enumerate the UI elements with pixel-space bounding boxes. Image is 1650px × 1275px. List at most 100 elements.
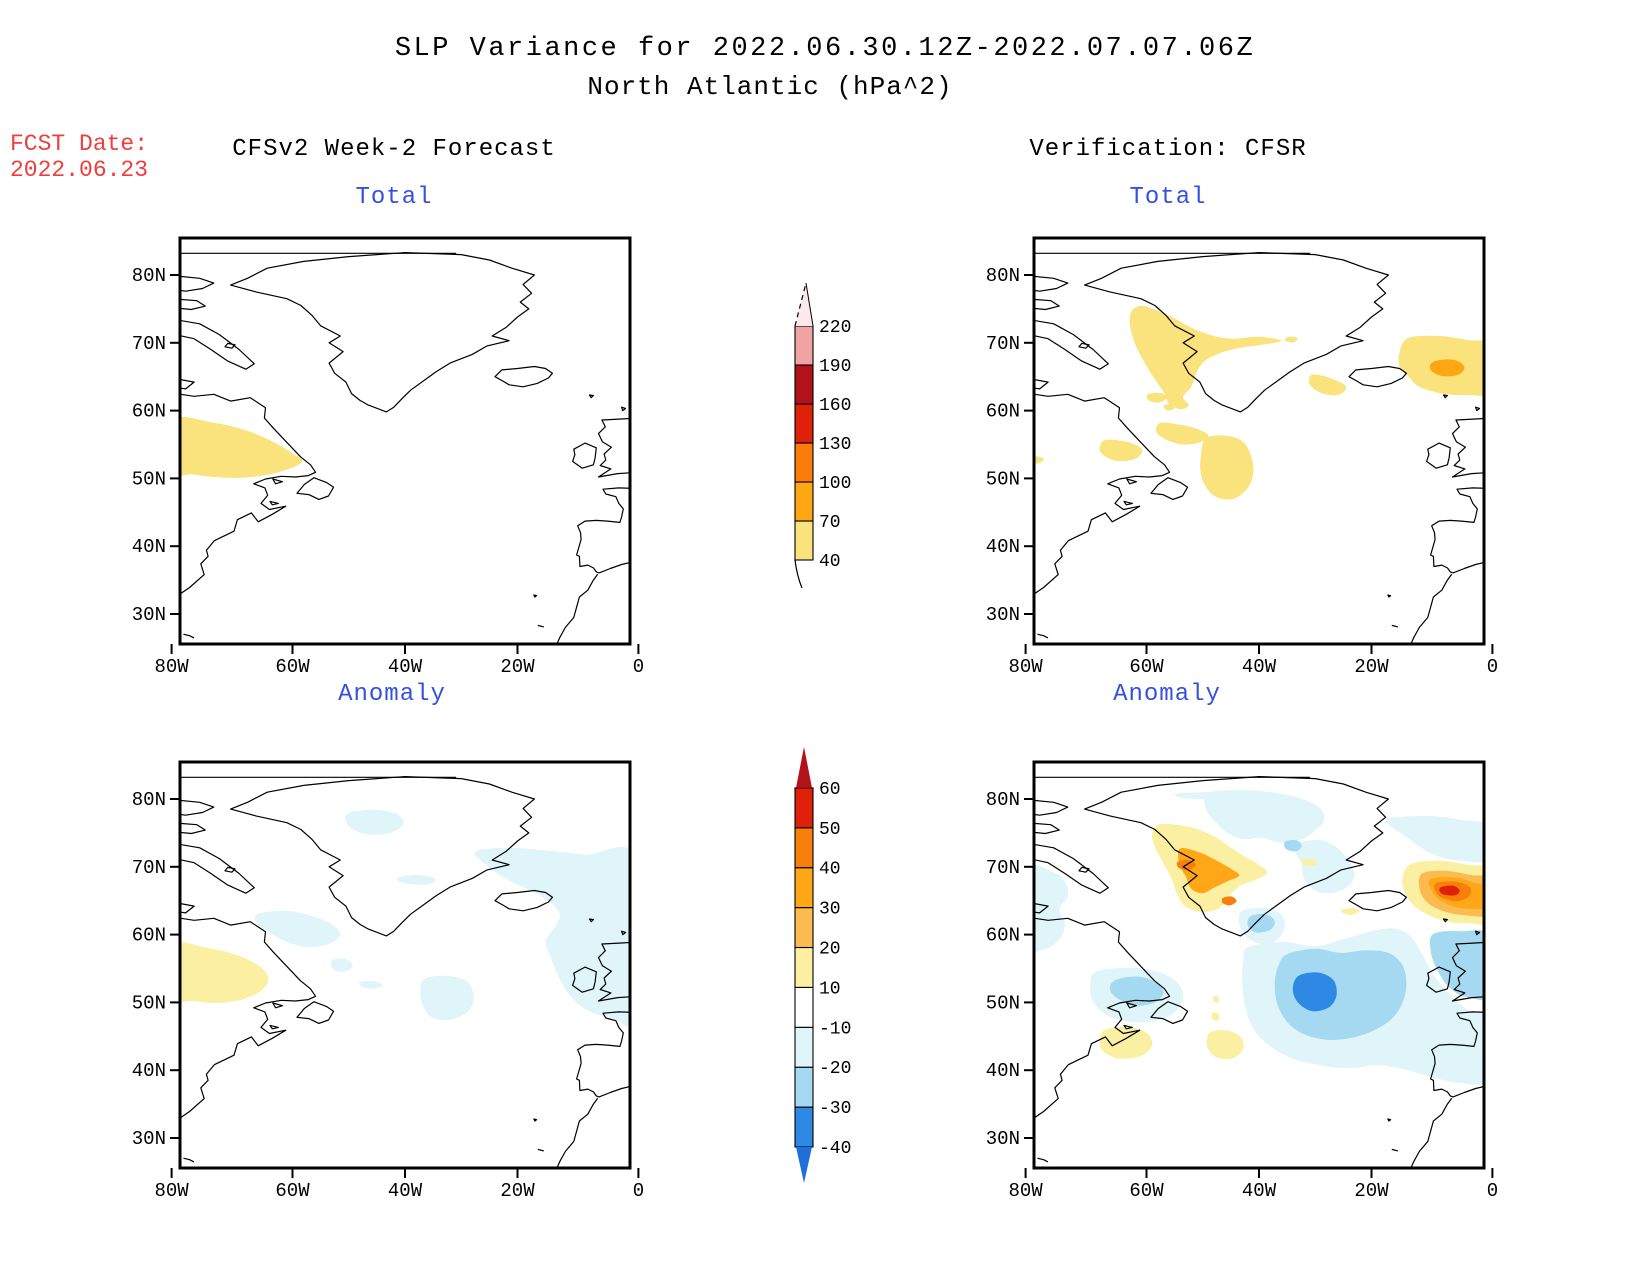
colorbar-box: [794, 827, 814, 869]
map-panel-cfsr-total: 80N 70N 60N 50N 40N 30N 80W 60W 40W 20W 0: [986, 236, 1498, 678]
contour-region-level-10: [1099, 1026, 1153, 1059]
colorbar-cap-dashed-edge: [794, 282, 807, 327]
lat-tick-label: 70N: [986, 857, 1020, 879]
contour-region-level-10: [1301, 858, 1318, 866]
lat-tick-label: 80N: [986, 789, 1020, 811]
contour-region-level-10: [1212, 995, 1220, 1004]
contour-region-level-40: [1099, 439, 1143, 462]
contour-region-level--10: [1174, 792, 1223, 800]
contour-region-level--10: [1385, 815, 1484, 863]
colorbar-under-tail: [794, 559, 803, 589]
colorbar-label: 190: [819, 357, 851, 377]
contour-region-level--10: [345, 809, 404, 835]
contour-region-level--10: [1034, 864, 1069, 953]
lat-tick-label: 30N: [132, 604, 166, 626]
colorbar-label: 30: [819, 900, 841, 920]
lon-tick-label: 0: [1487, 656, 1498, 678]
colorbar-anomaly: -40 -30 -20 -10 10 20 30 40 50 60: [794, 746, 851, 1183]
colorbar-label: 130: [819, 435, 851, 455]
lon-tick-label: 20W: [500, 1180, 535, 1202]
column-title-verification: Verification: CFSR: [1029, 136, 1307, 163]
colorbar-label: -20: [819, 1059, 851, 1079]
contour-region-level--10: [1204, 790, 1325, 843]
colorbar-down-arrow: [796, 1147, 812, 1183]
lon-tick-label: 40W: [1242, 1180, 1277, 1202]
column-title-forecast: CFSv2 Week-2 Forecast: [232, 136, 556, 163]
colorbar-label: -10: [819, 1019, 851, 1039]
lat-tick-label: 50N: [986, 468, 1020, 490]
colorbar-box: [794, 520, 814, 561]
lat-tick-label: 50N: [132, 468, 166, 490]
lon-tick-label: 60W: [275, 656, 310, 678]
contour-region-level--30: [1292, 972, 1337, 1012]
lon-tick-label: 20W: [500, 656, 535, 678]
lat-tick-label: 80N: [132, 789, 166, 811]
fcst-date-block: FCST Date: 2022.06.23: [10, 131, 148, 183]
contour-region-level--20: [1283, 840, 1302, 852]
contour-region-level-10: [180, 942, 269, 1004]
colorbar-label: 60: [819, 780, 841, 800]
lat-tick-label: 80N: [132, 265, 166, 287]
lat-tick-label: 70N: [986, 333, 1020, 355]
lat-tick-label: 50N: [132, 992, 166, 1014]
panel-title-fcst-anomaly: Anomaly: [338, 681, 446, 708]
contour-region-level--20: [1274, 948, 1407, 1040]
contour-fill-layer: [180, 416, 303, 478]
contour-region-level-40: [1221, 896, 1237, 906]
map-panel-fcst-total: 80N 70N 60N 50N 40N 30N 80W 60W 40W 20W 0: [132, 236, 644, 678]
lat-tick-label: 70N: [132, 333, 166, 355]
contour-region-level--20: [1429, 930, 1484, 1001]
colorbar-label: -30: [819, 1099, 851, 1119]
lat-tick-label: 40N: [132, 1060, 166, 1082]
coastline: [180, 252, 630, 644]
contour-region-level--10: [254, 910, 341, 947]
lon-tick-label: 40W: [388, 656, 423, 678]
lat-tick-label: 80N: [986, 265, 1020, 287]
contour-region-level-10: [1211, 1012, 1220, 1021]
map-frame: [1032, 236, 1486, 646]
lat-tick-label: 60N: [986, 401, 1020, 423]
contour-region-level-40: [1129, 305, 1282, 410]
fcst-date-label: FCST Date:: [10, 131, 149, 157]
lon-tick-label: 0: [633, 656, 644, 678]
colorbar-label: 40: [819, 552, 841, 572]
contour-region-level-40: [1284, 336, 1298, 343]
contour-region-level--10: [420, 975, 474, 1021]
panel-title-fcst-total: Total: [355, 184, 433, 211]
lat-tick-label: 70N: [132, 857, 166, 879]
lat-tick-label: 30N: [132, 1128, 166, 1150]
lon-tick-label: 40W: [1242, 656, 1277, 678]
contour-region-level--10: [397, 874, 437, 885]
coastline: [180, 776, 630, 1168]
colorbar-label: 40: [819, 860, 841, 880]
colorbar-box: [794, 1106, 814, 1148]
coastline: [1034, 252, 1484, 644]
lat-tick-label: 60N: [132, 401, 166, 423]
colorbar-total: 40 70 100 130 160 190 220: [794, 282, 851, 589]
contour-fill-layer: [180, 809, 630, 1028]
panel-title-cfsr-anomaly: Anomaly: [1113, 681, 1221, 708]
contour-region-level-40: [1200, 435, 1254, 500]
contour-region-level--10: [1295, 840, 1355, 894]
contour-region-level--10: [330, 958, 353, 972]
colorbar-label: 160: [819, 396, 851, 416]
colorbar-box: [794, 867, 814, 909]
colorbar-label: 100: [819, 474, 851, 494]
colorbar-box: [794, 325, 814, 366]
colorbar-box: [794, 442, 814, 483]
lat-tick-label: 60N: [132, 925, 166, 947]
contour-region-level-40: [1146, 392, 1167, 403]
contour-fill-layer: [1034, 790, 1484, 1086]
contour-region-level-70: [1429, 359, 1465, 377]
lat-tick-label: 40N: [132, 536, 166, 558]
colorbar-box: [794, 907, 814, 949]
lon-tick-label: 20W: [1354, 1180, 1389, 1202]
contour-region-level-40: [1034, 455, 1044, 464]
lon-tick-label: 80W: [154, 656, 189, 678]
lon-tick-label: 60W: [275, 1180, 310, 1202]
colorbar-label: -40: [819, 1139, 851, 1159]
lat-tick-label: 30N: [986, 1128, 1020, 1150]
lon-tick-label: 40W: [388, 1180, 423, 1202]
contour-fill-layer: [1034, 305, 1484, 500]
